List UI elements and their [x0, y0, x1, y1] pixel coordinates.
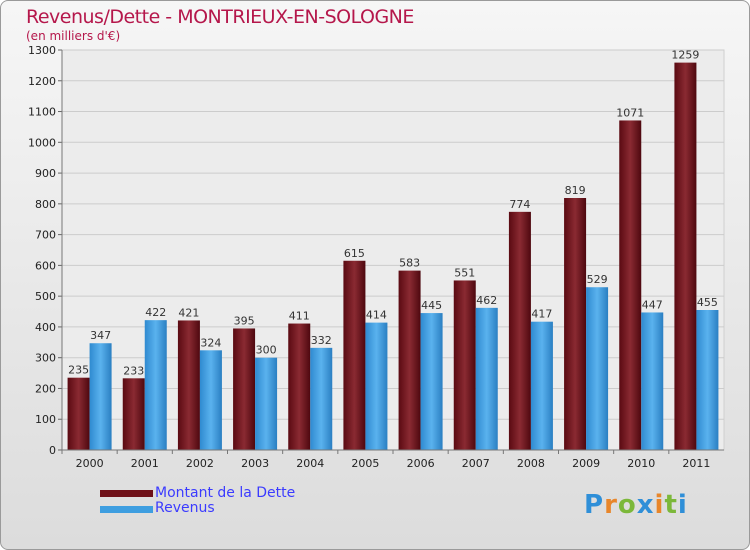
data-label-revenue: 462: [476, 294, 497, 307]
y-tick-label: 1300: [28, 44, 56, 57]
bar-debt: [343, 260, 366, 450]
logo-letter: t: [664, 490, 678, 520]
logo-letter: P: [584, 490, 605, 520]
bar-revenue: [475, 307, 498, 450]
legend-swatch-debt: [100, 490, 153, 497]
data-label-debt: 395: [234, 314, 255, 327]
data-label-debt: 1071: [616, 106, 644, 119]
bar-revenue: [199, 350, 222, 450]
bar-debt: [453, 280, 476, 450]
chart-title: Revenus/Dette - MONTRIEUX-EN-SOLOGNE: [26, 6, 414, 28]
bar-revenue: [530, 321, 553, 450]
logo-letter: o: [617, 490, 637, 520]
legend-label-revenue: Revenus: [155, 500, 215, 516]
chart-subtitle: (en milliers d'€): [26, 29, 121, 43]
legend-label-debt: Montant de la Dette: [155, 485, 296, 501]
x-tick-label: 2000: [76, 457, 104, 470]
data-label-debt: 421: [178, 306, 199, 319]
x-tick-label: 2007: [462, 457, 490, 470]
bar-debt: [177, 320, 200, 450]
x-tick-label: 2011: [682, 457, 710, 470]
bar-revenue: [641, 312, 664, 450]
y-tick-label: 800: [35, 198, 56, 211]
legend-swatch-revenue: [100, 506, 153, 513]
bar-revenue: [255, 357, 278, 450]
bar-revenue: [365, 322, 388, 450]
data-label-debt: 551: [454, 266, 475, 279]
y-tick-label: 700: [35, 229, 56, 242]
y-tick-label: 1100: [28, 106, 56, 119]
bar-debt: [508, 211, 531, 450]
data-label-debt: 411: [289, 310, 310, 323]
x-tick-label: 2006: [407, 457, 435, 470]
x-tick-label: 2001: [131, 457, 159, 470]
bar-debt: [67, 377, 90, 450]
data-label-revenue: 445: [421, 299, 442, 312]
data-label-revenue: 422: [145, 306, 166, 319]
y-tick-label: 100: [35, 413, 56, 426]
data-label-debt: 774: [509, 198, 530, 211]
y-tick-label: 400: [35, 321, 56, 334]
bar-revenue: [310, 347, 333, 450]
data-label-revenue: 332: [311, 334, 332, 347]
logo-letter: i: [654, 490, 665, 520]
data-label-debt: 235: [68, 364, 89, 377]
y-tick-label: 1200: [28, 75, 56, 88]
x-tick-label: 2005: [351, 457, 379, 470]
data-label-revenue: 414: [366, 309, 387, 322]
x-tick-label: 2010: [627, 457, 655, 470]
x-tick-label: 2009: [572, 457, 600, 470]
y-tick-label: 200: [35, 382, 56, 395]
bar-debt: [233, 328, 256, 450]
data-label-debt: 583: [399, 257, 420, 270]
data-label-revenue: 455: [697, 296, 718, 309]
data-label-revenue: 324: [200, 336, 221, 349]
logo-letter: i: [677, 490, 688, 520]
y-tick-label: 0: [49, 444, 56, 457]
proxiti-logo: Proxiti: [584, 490, 688, 520]
y-tick-label: 500: [35, 290, 56, 303]
x-tick-label: 2002: [186, 457, 214, 470]
y-tick-label: 600: [35, 259, 56, 272]
logo-letter: x: [636, 490, 655, 520]
data-label-revenue: 447: [642, 298, 663, 311]
bar-debt: [288, 323, 311, 450]
data-label-debt: 615: [344, 247, 365, 260]
bar-debt: [122, 378, 145, 450]
bar-revenue: [144, 320, 167, 450]
data-label-revenue: 300: [256, 344, 277, 357]
y-tick-label: 1000: [28, 136, 56, 149]
bar-debt: [674, 62, 697, 450]
bar-revenue: [586, 287, 609, 450]
y-tick-label: 900: [35, 167, 56, 180]
data-label-revenue: 417: [531, 308, 552, 321]
x-tick-label: 2003: [241, 457, 269, 470]
plot-area: [61, 49, 725, 451]
bar-revenue: [89, 343, 112, 450]
data-label-debt: 819: [565, 184, 586, 197]
x-tick-label: 2008: [517, 457, 545, 470]
x-tick-label: 2004: [296, 457, 324, 470]
data-label-debt: 1259: [671, 49, 699, 62]
data-label-revenue: 529: [587, 273, 608, 286]
bar-revenue: [696, 310, 719, 450]
bar-debt: [619, 120, 642, 450]
logo-letter: r: [604, 490, 618, 520]
bar-debt: [564, 198, 587, 450]
data-label-revenue: 347: [90, 329, 111, 342]
bar-debt: [398, 270, 421, 450]
data-label-debt: 233: [123, 364, 144, 377]
y-tick-label: 300: [35, 352, 56, 365]
bar-revenue: [420, 313, 443, 450]
